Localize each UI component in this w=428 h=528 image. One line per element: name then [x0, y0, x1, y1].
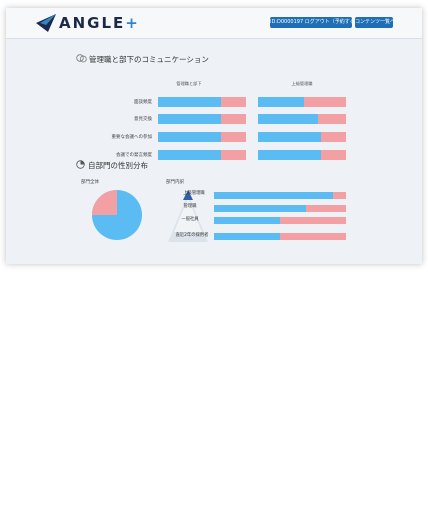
male-fill — [158, 114, 222, 124]
app-window: ANGLE+ ID:D0000197 ログアウト（予約する） コンテンツ一覧へ … — [6, 8, 422, 264]
male-fill — [158, 97, 222, 107]
male-fill — [258, 132, 322, 142]
level-bar — [214, 192, 346, 199]
gender-pie-chart — [92, 190, 142, 240]
logo-plane-icon — [36, 14, 56, 32]
comm-bar-subordinate — [158, 114, 246, 124]
male-fill — [214, 192, 333, 199]
male-fill — [258, 97, 304, 107]
gender-title: 自部門の性別分布 — [88, 161, 148, 170]
male-fill — [258, 150, 322, 160]
pie-chart-icon — [76, 160, 85, 169]
comm-row-label: 意見交換 — [134, 117, 152, 122]
male-fill — [214, 233, 280, 240]
comm-bar-superior — [258, 132, 346, 142]
logout-button[interactable]: ID:D0000197 ログアウト（予約する） — [270, 17, 360, 28]
dept-inner-label: 部門内訳 — [166, 180, 184, 185]
comm-bar-superior — [258, 97, 346, 107]
level-label: 上級管理職 — [183, 191, 205, 196]
contents-list-button[interactable]: コンテンツ一覧へ — [355, 17, 395, 28]
hierarchy-pyramid — [168, 190, 208, 242]
level-label: 一般社員 — [181, 217, 199, 222]
screenshot-reflection — [6, 270, 422, 360]
col-header-superior: 上級管理職 — [291, 81, 313, 86]
level-bar — [214, 205, 346, 212]
dept-all-label: 部門全体 — [81, 180, 99, 185]
comm-row-label: 会議での発言頻度 — [116, 153, 152, 158]
male-fill — [214, 217, 280, 224]
comm-bar-subordinate — [158, 132, 246, 142]
level-label: 管理職 — [183, 204, 197, 209]
level-label: 直近2年の採用者 — [175, 233, 209, 238]
comm-row-label: 重要な会議への参加 — [111, 135, 153, 140]
male-fill — [258, 114, 318, 124]
male-fill — [158, 150, 222, 160]
comm-bar-superior — [258, 150, 346, 160]
comm-bar-subordinate — [158, 150, 246, 160]
communication-title: 管理職と部下のコミュニケーション — [89, 55, 209, 64]
male-fill — [214, 205, 307, 212]
level-bar — [214, 217, 346, 224]
comm-bar-subordinate — [158, 97, 246, 107]
male-fill — [158, 132, 222, 142]
pie-slice-female — [92, 190, 117, 215]
header-bar: ANGLE+ ID:D0000197 ログアウト（予約する） コンテンツ一覧へ — [6, 8, 422, 39]
level-bar — [214, 233, 346, 240]
comm-row-label: 面談頻度 — [134, 100, 152, 105]
logo: ANGLE+ — [59, 14, 140, 32]
col-header-subordinate: 管理職と部下 — [176, 81, 202, 86]
speech-bubbles-icon — [76, 54, 87, 63]
comm-bar-superior — [258, 114, 346, 124]
